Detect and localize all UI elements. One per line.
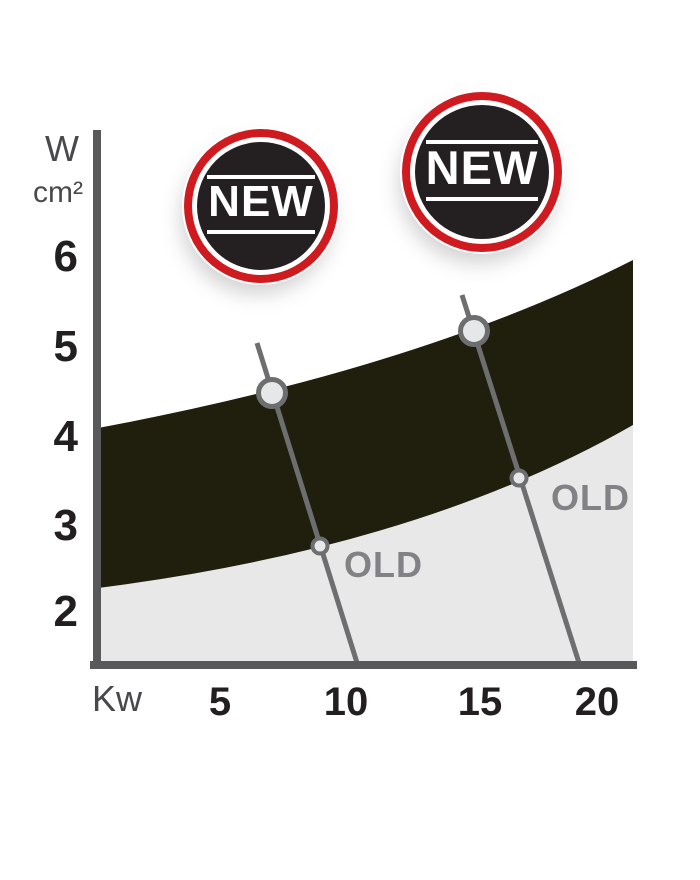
old-marker-left — [310, 536, 330, 556]
y-axis-unit-denominator: cm² — [33, 176, 83, 209]
badge-rule-icon — [207, 230, 315, 235]
new-badge-left: NEW — [197, 142, 325, 270]
badge-rule-icon — [425, 139, 539, 144]
badge-rule-icon — [207, 175, 315, 180]
new-band-area — [98, 260, 633, 588]
new-badge-label: NEW — [425, 141, 539, 195]
y-tick-2: 2 — [53, 587, 78, 636]
y-axis-line — [93, 130, 101, 669]
new-marker-left — [256, 377, 288, 409]
new-marker-right — [458, 315, 490, 347]
new-badge-label: NEW — [208, 177, 314, 226]
new-badge-right: NEW — [415, 105, 549, 239]
y-tick-5: 5 — [53, 322, 78, 371]
old-band-area — [98, 425, 633, 661]
y-axis-unit-numerator: W — [45, 128, 79, 169]
x-axis-line — [90, 661, 637, 669]
y-tick-4: 4 — [53, 412, 78, 461]
x-tick-10: 10 — [323, 680, 369, 724]
old-marker-right — [509, 468, 529, 488]
x-tick-20: 20 — [574, 680, 620, 724]
x-axis-unit: Kw — [92, 678, 143, 719]
x-tick-15: 15 — [457, 680, 503, 724]
y-tick-6: 6 — [53, 232, 78, 281]
old-band-label-left: OLD — [344, 544, 423, 585]
y-tick-3: 3 — [53, 501, 78, 550]
badge-rule-icon — [425, 197, 539, 202]
old-band-label-right: OLD — [551, 477, 630, 518]
x-tick-5: 5 — [208, 680, 232, 724]
